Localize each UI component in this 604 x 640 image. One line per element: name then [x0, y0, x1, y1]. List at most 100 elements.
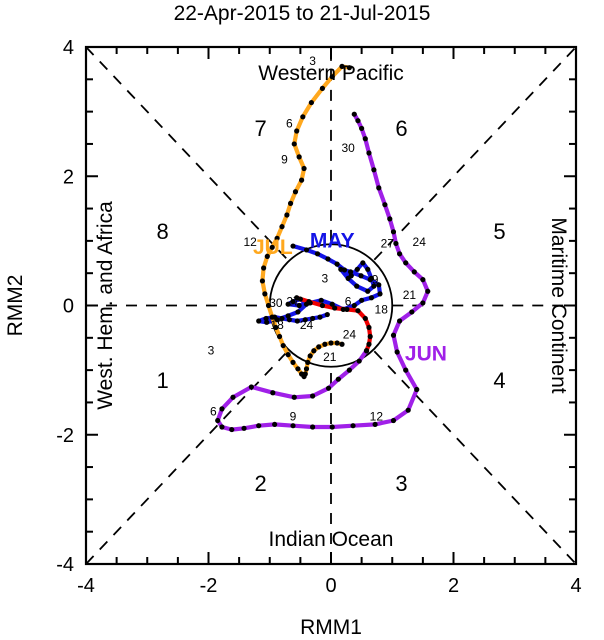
day-marker — [292, 189, 299, 195]
day-marker — [324, 311, 330, 318]
day-marker — [376, 282, 382, 288]
phase-number-2: 2 — [254, 471, 266, 496]
day-marker — [303, 247, 310, 253]
day-marker — [355, 308, 361, 314]
day-marker — [287, 200, 294, 206]
day-marker — [414, 386, 420, 393]
day-marker — [351, 302, 357, 309]
day-marker — [344, 306, 350, 312]
day-marker — [230, 394, 236, 400]
y-tick-label: 0 — [63, 296, 74, 318]
day-marker — [366, 341, 372, 347]
day-marker — [372, 421, 378, 428]
day-marker — [290, 299, 296, 305]
phase-number-7: 7 — [254, 116, 266, 141]
day-marker — [215, 417, 221, 424]
day-label: 3 — [309, 54, 316, 68]
day-label: 27 — [381, 236, 395, 250]
day-marker — [307, 353, 313, 359]
day-marker — [219, 406, 225, 412]
day-marker — [368, 295, 375, 301]
day-marker — [305, 359, 311, 365]
day-marker — [365, 288, 371, 294]
day-marker — [302, 371, 308, 377]
day-marker — [310, 315, 316, 322]
phase-number-3: 3 — [395, 471, 407, 496]
day-marker — [360, 260, 366, 266]
day-label: 9 — [290, 410, 297, 424]
day-marker — [272, 421, 278, 428]
day-marker — [311, 348, 317, 354]
x-tick-label: 4 — [570, 575, 581, 597]
day-marker — [339, 341, 345, 347]
day-marker — [346, 65, 352, 71]
day-marker — [299, 177, 305, 183]
day-label: 6 — [345, 295, 352, 309]
day-marker — [256, 423, 262, 429]
day-marker — [329, 74, 335, 80]
phase-number-6: 6 — [395, 116, 407, 141]
day-marker — [300, 114, 306, 120]
y-tick-label: 4 — [63, 37, 74, 59]
day-marker — [273, 324, 279, 331]
day-marker — [371, 167, 377, 173]
day-marker — [390, 229, 397, 235]
day-label: 21 — [323, 350, 337, 364]
day-marker — [377, 291, 383, 297]
day-marker — [358, 273, 364, 279]
day-label: 3 — [208, 344, 215, 358]
day-label: 30 — [269, 296, 283, 310]
day-label: 9 — [281, 152, 288, 166]
day-marker — [387, 216, 393, 222]
day-label: 6 — [286, 116, 293, 130]
daily-markers — [215, 63, 431, 433]
day-marker — [355, 118, 361, 124]
day-label: 3 — [322, 271, 329, 285]
day-marker — [285, 352, 291, 358]
day-marker — [269, 244, 275, 250]
day-label: 12 — [370, 410, 384, 424]
day-marker — [420, 300, 426, 306]
day-marker — [310, 393, 316, 399]
day-label: 6 — [210, 404, 217, 418]
day-marker — [325, 256, 331, 262]
day-marker — [390, 417, 397, 424]
day-marker — [294, 295, 300, 301]
day-marker — [332, 305, 338, 311]
day-marker — [285, 301, 291, 307]
day-marker — [290, 423, 296, 429]
phase-number-8: 8 — [156, 219, 168, 244]
y-axis-title: RMM2 — [4, 275, 27, 337]
day-marker — [265, 302, 272, 309]
day-marker — [319, 85, 326, 91]
region-labels: Western Pacific Indian Ocean West. Hem. an… — [94, 62, 570, 551]
day-marker — [359, 125, 365, 132]
day-marker — [356, 358, 362, 364]
day-marker — [340, 306, 346, 312]
day-marker — [310, 424, 316, 430]
day-marker — [259, 278, 265, 284]
day-marker — [397, 251, 403, 257]
region-label-west-hem-africa: West. Hem. and Africa — [94, 201, 117, 410]
day-marker — [354, 283, 360, 289]
day-marker — [319, 302, 326, 309]
day-marker — [264, 319, 270, 325]
day-marker — [295, 366, 301, 372]
month-label-jul: JUL — [253, 236, 293, 259]
day-label: 21 — [403, 288, 417, 302]
phase-boundary — [373, 46, 577, 261]
page-title: 22-Apr-2015 to 21-Jul-2015 — [173, 2, 431, 25]
day-label: 9 — [372, 273, 379, 287]
day-marker — [425, 288, 431, 294]
day-marker — [328, 340, 334, 346]
day-marker — [420, 277, 426, 283]
day-marker — [296, 154, 302, 160]
x-tick-label: -4 — [77, 575, 95, 597]
day-label: 24 — [413, 235, 427, 249]
day-marker — [390, 332, 397, 338]
day-marker — [302, 317, 308, 323]
